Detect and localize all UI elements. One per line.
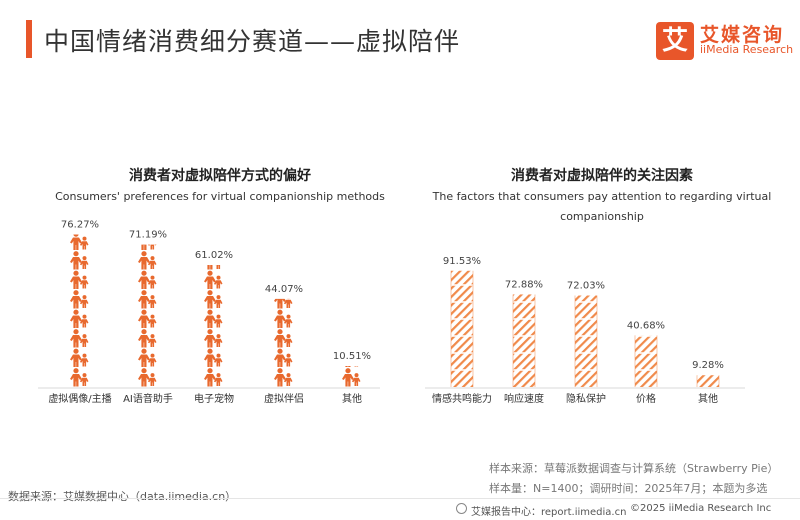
chart-1-value-label-1: 72.88% xyxy=(505,279,543,290)
footer-divider xyxy=(0,498,800,499)
chart-0-bar-1 xyxy=(138,244,157,387)
chart-1-bar-1 xyxy=(512,294,536,387)
brand-name-cn: 艾媒咨询 xyxy=(700,24,785,46)
copyright: ©2025 iiMedia Research Inc xyxy=(630,503,772,514)
chart-1-category-label-3: 价格 xyxy=(636,392,656,405)
sample-info-note: 样本量：N=1400；调研时间：2025年7月；本题为多选 xyxy=(489,482,768,495)
chart-left-subtitle: Consumers' preferences for virtual compa… xyxy=(55,190,385,203)
chart-0-category-label-0: 虚拟偶像/主播 xyxy=(48,392,111,405)
chart-0-value-label-4: 10.51% xyxy=(333,351,371,362)
brand-name-en: iiMedia Research xyxy=(700,43,794,56)
chart-left-title: 消费者对虚拟陪伴方式的偏好 xyxy=(129,168,311,184)
chart-right-subtitle: The factors that consumers pay attention… xyxy=(432,190,772,223)
chart-1-value-label-0: 91.53% xyxy=(443,256,481,267)
chart-right-title: 消费者对虚拟陪伴的关注因素 xyxy=(511,168,693,184)
report-center-icon xyxy=(456,503,467,514)
chart-1-bar-3 xyxy=(634,335,658,387)
title-accent-bar xyxy=(26,20,32,58)
chart-1-value-label-3: 40.68% xyxy=(627,320,665,331)
chart-0-value-label-1: 71.19% xyxy=(129,230,167,241)
report-center-link[interactable]: 艾媒报告中心：report.iimedia.cn xyxy=(471,507,627,518)
chart-1-category-label-2: 隐私保护 xyxy=(566,392,606,405)
chart-0-bar-2 xyxy=(204,264,223,387)
iimedia-logo-icon: 艾 xyxy=(656,22,694,60)
chart-1-category-label-1: 响应速度 xyxy=(504,392,544,405)
chart-1-bar-0 xyxy=(450,270,474,387)
page-title: 中国情绪消费细分赛道——虚拟陪伴 xyxy=(44,27,461,56)
chart-0-category-label-2: 电子宠物 xyxy=(194,392,234,405)
sample-source-note: 样本来源：草莓派数据调查与计算系统（Strawberry Pie） xyxy=(489,462,779,475)
chart-0-bar-3 xyxy=(274,298,293,387)
chart-1-category-label-0: 情感共鸣能力 xyxy=(432,392,492,405)
chart-0-value-label-2: 61.02% xyxy=(195,250,233,261)
chart-1-bar-2 xyxy=(574,295,598,387)
chart-1-bar-4 xyxy=(696,375,720,387)
chart-0-bar-0 xyxy=(70,234,89,387)
chart-0-category-label-3: 虚拟伴侣 xyxy=(264,392,304,405)
data-source: 数据来源：艾媒数据中心（data.iimedia.cn） xyxy=(8,490,237,503)
chart-1-value-label-2: 72.03% xyxy=(567,281,605,292)
chart-0-value-label-0: 76.27% xyxy=(61,219,99,230)
chart-1-value-label-4: 9.28% xyxy=(692,360,724,371)
chart-0-value-label-3: 44.07% xyxy=(265,284,303,295)
chart-1-category-label-4: 其他 xyxy=(698,392,718,405)
chart-0-category-label-4: 其他 xyxy=(342,392,362,405)
chart-0-category-label-1: AI语音助手 xyxy=(123,392,173,405)
